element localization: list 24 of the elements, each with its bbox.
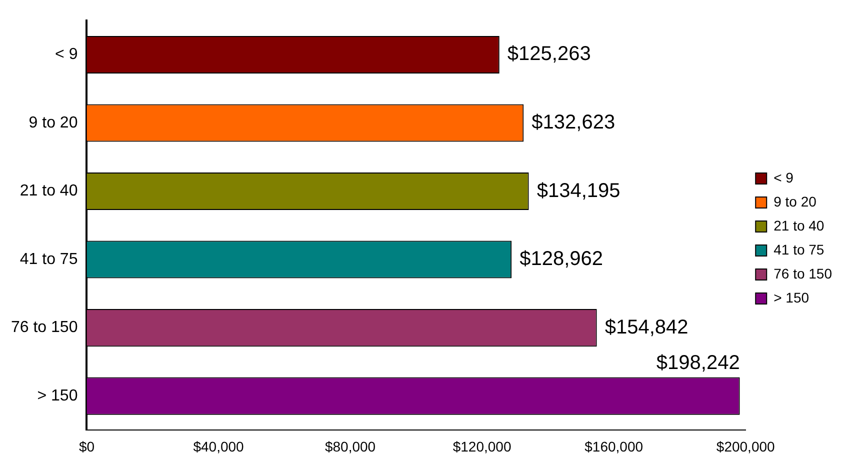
legend-label: 21 to 40 (774, 217, 824, 234)
legend-label: 9 to 20 (774, 193, 817, 210)
data-label: $132,623 (532, 112, 616, 134)
data-label: $128,962 (520, 248, 604, 270)
x-tick-label: $80,000 (324, 438, 376, 454)
legend-label: 41 to 75 (774, 241, 824, 258)
x-tick-label: $120,000 (452, 438, 512, 454)
y-tick-label: > 150 (37, 387, 78, 404)
y-tick-label: 76 to 150 (10, 319, 78, 336)
x-tick-label: $40,000 (193, 438, 244, 454)
y-tick-label: 41 to 75 (20, 250, 78, 268)
x-tick-label: $160,000 (584, 438, 644, 454)
y-tick-label: < 9 (55, 46, 78, 64)
data-label: $125,263 (507, 43, 591, 66)
legend-label: < 9 (774, 169, 794, 186)
y-tick-label: 9 to 20 (28, 114, 78, 132)
x-tick-label: $200,000 (716, 438, 776, 454)
legend-label: 76 to 150 (774, 265, 832, 282)
data-label: $154,842 (604, 316, 688, 338)
data-label: $198,242 (656, 352, 740, 374)
data-label: $134,195 (536, 180, 620, 202)
legend-label: > 150 (774, 289, 810, 306)
x-tick-label: $0 (78, 438, 95, 454)
y-tick-label: 21 to 40 (20, 182, 78, 200)
